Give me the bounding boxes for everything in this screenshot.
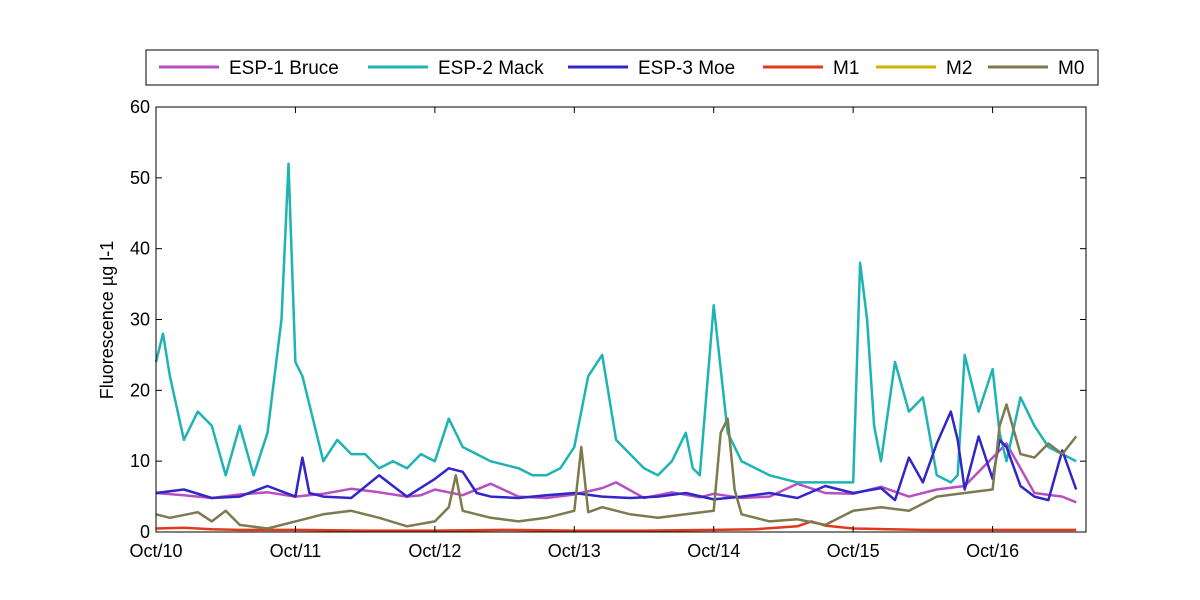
y-tick-label: 60 [130,97,150,117]
series-line-esp-3-moe [155,410,1078,502]
legend-label: ESP-3 Moe [638,58,735,79]
legend-label: M2 [946,58,972,79]
legend: ESP-1 Bruce ESP-2 Mack ESP-3 Moe M1 M2 M0 [145,49,1099,86]
legend-label: ESP-2 Mack [438,58,544,79]
series-lines [154,162,1078,532]
plot-frame [155,106,1087,533]
y-tick-label: 0 [140,522,150,542]
x-tick-label: Oct/11 [270,541,322,561]
x-tick-label: Oct/10 [129,541,182,561]
y-tick-label: 10 [130,451,150,471]
legend-label: M0 [1058,58,1084,79]
series-line-m0 [155,403,1078,530]
y-tick-label: 50 [130,168,150,188]
x-tick-label: Oct/14 [687,541,740,561]
y-axis-label: Fluorescence µg l-1 [97,241,117,399]
x-tick-label: Oct/15 [827,541,880,561]
series-line-esp-2-mack [154,162,1077,484]
y-tick-label: 30 [130,310,150,330]
legend-label: ESP-1 Bruce [229,58,339,79]
series-line-esp-1-bruce [155,442,1077,504]
axis-ticks: 0 10 20 30 40 50 60 Oct/10 Oct/11 Oct/12 Oct/13 Oct… [129,97,1086,561]
legend-label: M1 [833,58,859,79]
y-tick-label: 20 [130,380,150,400]
x-tick-label: Oct/16 [966,541,1019,561]
y-tick-label: 40 [130,239,150,259]
x-tick-label: Oct/12 [408,541,461,561]
x-tick-label: Oct/13 [548,541,601,561]
